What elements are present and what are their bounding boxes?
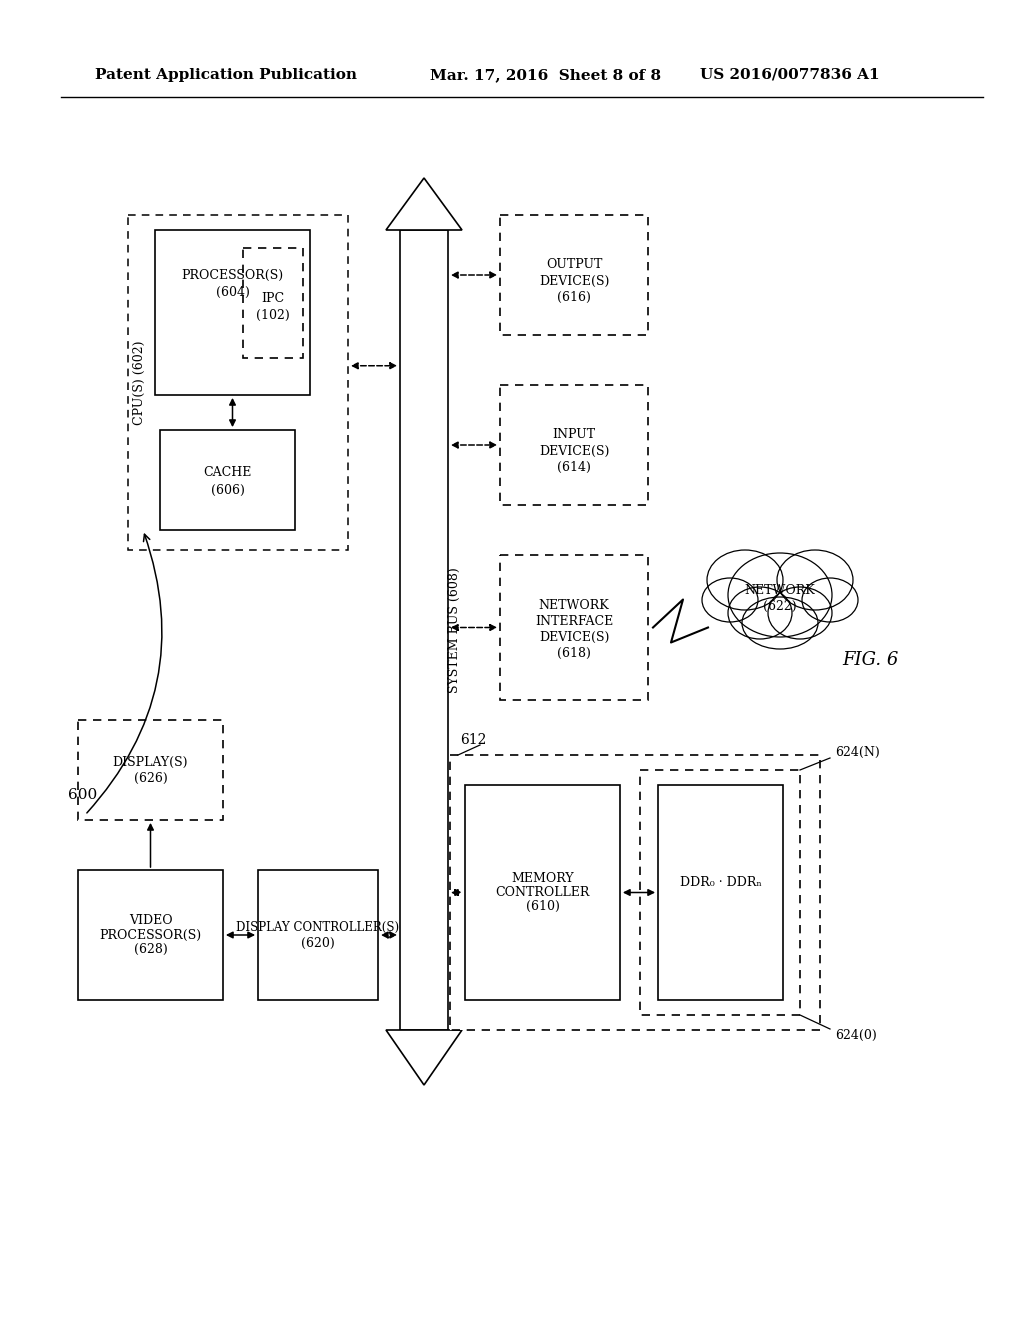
Bar: [128, 215, 348, 550]
Text: OUTPUT: OUTPUT: [546, 259, 602, 272]
Bar: [658, 785, 783, 1001]
Text: (102): (102): [256, 309, 290, 322]
Text: Patent Application Publication: Patent Application Publication: [95, 69, 357, 82]
Text: 624(N): 624(N): [835, 746, 880, 759]
Ellipse shape: [707, 550, 783, 610]
Text: VIDEO: VIDEO: [129, 915, 172, 928]
Polygon shape: [386, 1030, 462, 1085]
Text: MEMORY: MEMORY: [511, 873, 573, 884]
Ellipse shape: [742, 597, 818, 649]
Ellipse shape: [802, 578, 858, 622]
Bar: [450, 755, 820, 1030]
Ellipse shape: [777, 550, 853, 610]
Polygon shape: [386, 178, 462, 230]
Text: PROCESSOR(S): PROCESSOR(S): [99, 928, 202, 941]
Text: DDR₀ · DDRₙ: DDR₀ · DDRₙ: [680, 876, 762, 888]
Ellipse shape: [702, 578, 758, 622]
Text: DISPLAY(S): DISPLAY(S): [113, 755, 188, 768]
Text: (628): (628): [133, 942, 167, 956]
Text: INTERFACE: INTERFACE: [535, 615, 613, 628]
Bar: [155, 230, 310, 395]
Text: CONTROLLER: CONTROLLER: [496, 886, 590, 899]
Text: (610): (610): [525, 900, 559, 913]
Bar: [243, 248, 303, 358]
Text: (604): (604): [216, 285, 250, 298]
Text: US 2016/0077836 A1: US 2016/0077836 A1: [700, 69, 880, 82]
Bar: [500, 215, 648, 335]
Text: INPUT: INPUT: [552, 429, 596, 441]
Text: (620): (620): [301, 936, 335, 949]
Bar: [258, 870, 378, 1001]
Text: SYSTEM BUS (608): SYSTEM BUS (608): [447, 568, 461, 693]
Bar: [640, 770, 800, 1015]
Text: (616): (616): [557, 290, 591, 304]
Text: 612: 612: [460, 733, 486, 747]
Bar: [500, 385, 648, 506]
Text: IPC: IPC: [261, 292, 285, 305]
Text: DEVICE(S): DEVICE(S): [539, 445, 609, 458]
Text: 600: 600: [68, 788, 97, 803]
Bar: [500, 554, 648, 700]
Text: PROCESSOR(S): PROCESSOR(S): [181, 268, 284, 281]
Text: CPU(S) (602): CPU(S) (602): [132, 341, 145, 425]
Bar: [78, 870, 223, 1001]
Bar: [400, 230, 449, 1030]
Text: NETWORK: NETWORK: [539, 599, 609, 612]
Text: DEVICE(S): DEVICE(S): [539, 275, 609, 288]
Bar: [465, 785, 620, 1001]
Ellipse shape: [728, 553, 831, 638]
Text: DISPLAY CONTROLLER(S): DISPLAY CONTROLLER(S): [237, 920, 399, 933]
Text: (614): (614): [557, 461, 591, 474]
Text: (618): (618): [557, 647, 591, 660]
Ellipse shape: [768, 587, 831, 639]
Text: 624(0): 624(0): [835, 1028, 877, 1041]
Ellipse shape: [728, 587, 792, 639]
Text: FIG. 6: FIG. 6: [842, 651, 898, 669]
Text: (622): (622): [763, 599, 797, 612]
Bar: [78, 719, 223, 820]
Text: DEVICE(S): DEVICE(S): [539, 631, 609, 644]
Text: Mar. 17, 2016  Sheet 8 of 8: Mar. 17, 2016 Sheet 8 of 8: [430, 69, 662, 82]
Text: (606): (606): [211, 483, 245, 496]
Text: (626): (626): [133, 771, 167, 784]
Bar: [160, 430, 295, 531]
Text: NETWORK: NETWORK: [744, 583, 815, 597]
Text: CACHE: CACHE: [204, 466, 252, 479]
